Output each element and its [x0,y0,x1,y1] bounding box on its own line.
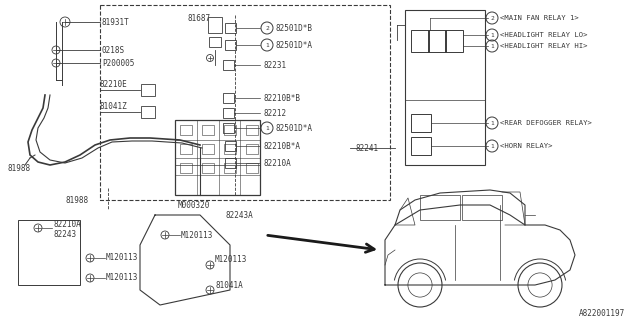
Text: M120113: M120113 [106,253,138,262]
Text: 82210E: 82210E [100,79,128,89]
Text: <HEADLIGHT RELAY HI>: <HEADLIGHT RELAY HI> [500,43,588,49]
Bar [405,10,485,165]
Text: 82243A: 82243A [225,211,253,220]
Text: 81041A: 81041A [215,281,243,290]
Text: <HORN RELAY>: <HORN RELAY> [500,143,552,149]
Text: 2: 2 [265,26,269,30]
Text: 82501D*A: 82501D*A [276,41,313,50]
Bar [100,5,390,200]
Bar [180,125,192,135]
Text: A822001197: A822001197 [579,308,625,317]
Text: <HEADLIGHT RELAY LO>: <HEADLIGHT RELAY LO> [500,32,588,38]
Text: 1: 1 [265,43,269,47]
Text: 1: 1 [490,143,494,148]
Bar [208,17,222,33]
Text: 81041Z: 81041Z [100,101,128,110]
Text: 82501D*B: 82501D*B [276,23,313,33]
Bar [445,30,463,52]
Bar [411,137,431,155]
Text: <REAR DEFOGGER RELAY>: <REAR DEFOGGER RELAY> [500,120,592,126]
Bar [180,144,192,154]
Bar [224,125,236,135]
Bar [202,144,214,154]
Text: M000320: M000320 [178,201,211,210]
Text: 1: 1 [490,121,494,125]
Text: M120113: M120113 [215,255,248,265]
Bar [246,144,258,154]
Text: 1: 1 [265,125,269,131]
Bar [428,30,446,52]
Bar [141,106,155,118]
Text: 82210B*A: 82210B*A [264,141,301,150]
Bar [223,123,234,133]
Bar [202,163,214,173]
Bar [209,37,221,47]
Text: P200005: P200005 [102,59,134,68]
Text: 81687: 81687 [188,13,211,22]
Text: 0218S: 0218S [102,45,125,54]
Bar [246,163,258,173]
Bar [225,40,236,50]
Bar [175,120,260,195]
Text: 82501D*A: 82501D*A [276,124,313,132]
Bar [246,125,258,135]
Bar [225,158,236,168]
Text: 1: 1 [490,44,494,49]
Text: 81931T: 81931T [102,18,130,27]
Bar [225,23,236,33]
Bar [223,108,234,118]
Bar [180,163,192,173]
Text: 82210B*B: 82210B*B [264,93,301,102]
Bar [462,195,502,220]
Bar [411,30,429,52]
Text: 81988: 81988 [65,196,88,204]
Bar [141,84,155,96]
Text: 2: 2 [490,15,494,20]
Bar [225,141,236,151]
Text: 81988: 81988 [8,164,31,172]
Text: 82241: 82241 [355,143,378,153]
Text: 82243: 82243 [53,229,76,238]
Bar [224,144,236,154]
Text: 1: 1 [490,33,494,37]
Text: 82210A: 82210A [53,220,81,228]
Text: 82210A: 82210A [264,158,292,167]
Text: 82212: 82212 [264,108,287,117]
Text: 82231: 82231 [264,60,287,69]
Text: M120113: M120113 [181,230,213,239]
Bar [411,114,431,132]
Bar [202,125,214,135]
Bar [223,60,234,70]
Bar [224,163,236,173]
Bar [223,93,234,103]
Text: <MAIN FAN RELAY 1>: <MAIN FAN RELAY 1> [500,15,579,21]
Bar [420,195,460,220]
Text: M120113: M120113 [106,274,138,283]
